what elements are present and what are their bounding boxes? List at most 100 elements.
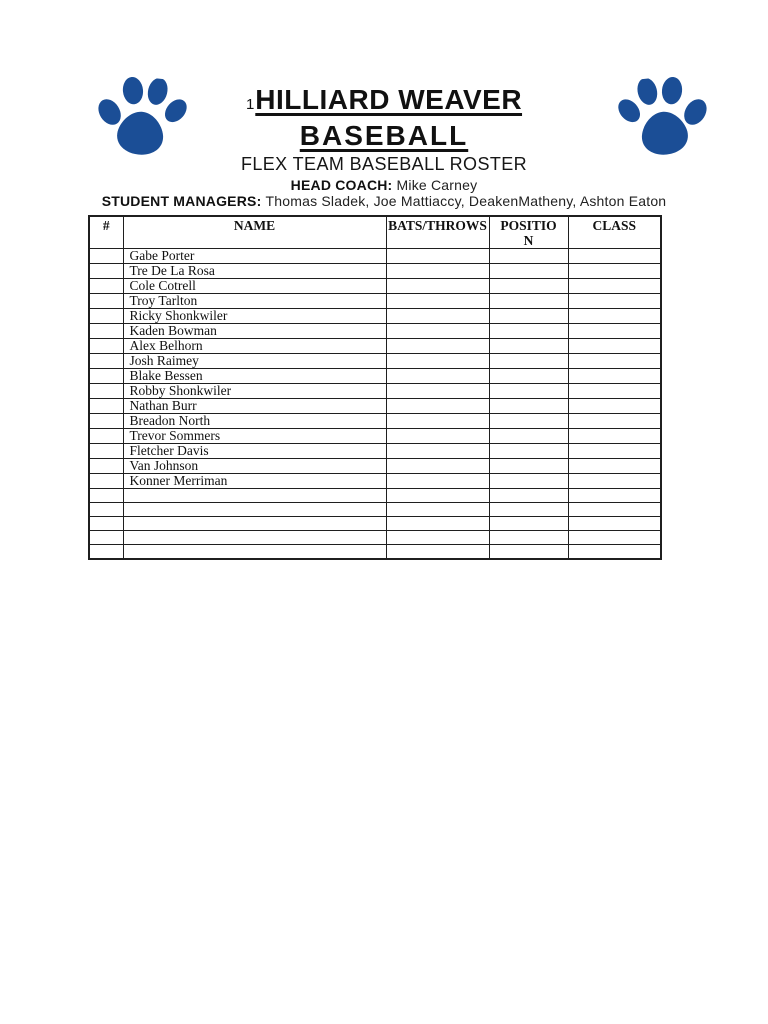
cell-number (88, 488, 124, 503)
cell-position (488, 308, 569, 324)
cell-bats-throws (385, 502, 490, 517)
cell-name: Troy Tarlton (122, 293, 387, 309)
cell-class (567, 488, 662, 503)
cell-name: Tre De La Rosa (122, 263, 387, 279)
header-row: # NAME BATS/THROWS POSITION CLASS (88, 215, 662, 249)
cell-position (488, 368, 569, 384)
cell-position (488, 248, 569, 264)
table-row: Blake Bessen (88, 368, 662, 384)
cell-bats-throws (385, 516, 490, 531)
cell-number (88, 502, 124, 517)
cell-position (488, 263, 569, 279)
title-text-line1: HILLIARD WEAVER (255, 84, 523, 115)
head-coach-label: HEAD COACH: (290, 177, 393, 193)
cell-number (88, 248, 124, 264)
cell-number (88, 458, 124, 474)
cell-class (567, 383, 662, 399)
column-header-class: CLASS (567, 215, 662, 249)
cell-name (122, 544, 387, 559)
cell-class (567, 263, 662, 279)
cell-position (488, 428, 569, 444)
cell-class (567, 248, 662, 264)
cell-bats-throws (385, 263, 490, 279)
cell-number (88, 323, 124, 339)
table-row: Cole Cotrell (88, 278, 662, 294)
cell-number (88, 383, 124, 399)
table-row: Ricky Shonkwiler (88, 308, 662, 324)
list-marker: 1 (245, 96, 255, 113)
cell-name: Konner Merriman (122, 473, 387, 489)
cell-name (122, 488, 387, 503)
cell-class (567, 353, 662, 369)
cell-class (567, 502, 662, 517)
cell-number (88, 368, 124, 384)
cell-name: Robby Shonkwiler (122, 383, 387, 399)
table-row: Troy Tarlton (88, 293, 662, 309)
cell-name: Cole Cotrell (122, 278, 387, 294)
cell-bats-throws (385, 368, 490, 384)
table-row: Trevor Sommers (88, 428, 662, 444)
cell-name (122, 530, 387, 545)
paw-print-icon (612, 72, 716, 166)
paw-print-icon (98, 76, 187, 155)
roster-subtitle: FLEX TEAM BASEBALL ROSTER (240, 154, 528, 174)
cell-name: Ricky Shonkwiler (122, 308, 387, 324)
column-header-position: POSITION (488, 215, 569, 249)
cell-number (88, 263, 124, 279)
student-managers-line: STUDENT MANAGERS: Thomas Sladek, Joe Mat… (0, 193, 768, 209)
cell-class (567, 308, 662, 324)
cell-position (488, 473, 569, 489)
cell-name: Alex Belhorn (122, 338, 387, 354)
cell-position (488, 458, 569, 474)
cell-name: Fletcher Davis (122, 443, 387, 459)
cell-position (488, 353, 569, 369)
cell-bats-throws (385, 398, 490, 414)
cell-bats-throws (385, 383, 490, 399)
table-row (88, 544, 662, 559)
cell-class (567, 428, 662, 444)
cell-bats-throws (385, 458, 490, 474)
cell-position (488, 413, 569, 429)
student-managers-names: Thomas Sladek, Joe Mattiaccy, DeakenMath… (265, 193, 667, 209)
table-row: Josh Raimey (88, 353, 662, 369)
cell-name (122, 516, 387, 531)
cell-class (567, 530, 662, 545)
cell-bats-throws (385, 278, 490, 294)
cell-position (488, 516, 569, 531)
cell-name (122, 502, 387, 517)
table-row (88, 530, 662, 545)
table-row: Van Johnson (88, 458, 662, 474)
cell-name: Nathan Burr (122, 398, 387, 414)
cell-number (88, 293, 124, 309)
cell-class (567, 398, 662, 414)
cell-name: Breadon North (122, 413, 387, 429)
cell-name: Josh Raimey (122, 353, 387, 369)
cell-bats-throws (385, 428, 490, 444)
table-row (88, 502, 662, 517)
cell-position (488, 488, 569, 503)
cell-bats-throws (385, 443, 490, 459)
table-row: Konner Merriman (88, 473, 662, 489)
table-row: Breadon North (88, 413, 662, 429)
student-managers-label: STUDENT MANAGERS: (101, 193, 262, 209)
cell-class (567, 413, 662, 429)
cell-bats-throws (385, 308, 490, 324)
cell-position (488, 338, 569, 354)
page-title-line2: BASEBALL (0, 120, 768, 151)
cell-class (567, 278, 662, 294)
cell-name: Blake Bessen (122, 368, 387, 384)
cell-number (88, 516, 124, 531)
roster-table-header: # NAME BATS/THROWS POSITION CLASS (88, 215, 662, 249)
cell-name: Gabe Porter (122, 248, 387, 264)
cell-class (567, 338, 662, 354)
cell-position (488, 278, 569, 294)
column-header-number: # (88, 215, 124, 249)
cell-class (567, 544, 662, 559)
cell-number (88, 278, 124, 294)
cell-number (88, 338, 124, 354)
cell-bats-throws (385, 338, 490, 354)
cell-number (88, 398, 124, 414)
table-row (88, 488, 662, 503)
cell-number (88, 473, 124, 489)
cell-position (488, 398, 569, 414)
